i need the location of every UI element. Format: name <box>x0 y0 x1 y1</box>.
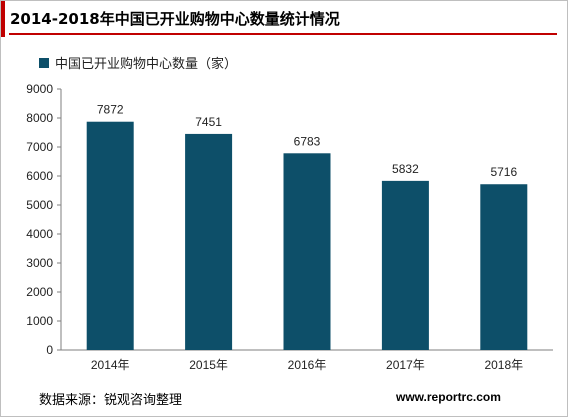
bar <box>185 133 233 350</box>
y-tick-label: 3000 <box>26 256 53 270</box>
y-tick-label: 0 <box>46 343 53 357</box>
data-label: 6783 <box>294 134 321 148</box>
bar <box>283 153 331 350</box>
y-tick-label: 2000 <box>26 285 53 299</box>
legend-label: 中国已开业购物中心数量（家） <box>55 57 238 72</box>
y-tick-label: 4000 <box>26 227 53 241</box>
x-tick-label: 2018年 <box>484 358 523 372</box>
x-tick-label: 2017年 <box>386 358 425 372</box>
y-tick-label: 9000 <box>26 82 53 96</box>
y-tick-label: 7000 <box>26 140 53 154</box>
y-tick-label: 8000 <box>26 111 53 125</box>
chart-title: 2014-2018年中国已开业购物中心数量统计情况 <box>10 10 340 28</box>
x-tick-label: 2015年 <box>189 358 228 372</box>
bar <box>381 180 429 350</box>
legend-swatch <box>39 57 49 68</box>
x-tick-label: 2014年 <box>91 358 130 372</box>
data-label: 5832 <box>392 162 419 176</box>
website-label: www.reportrc.com <box>396 390 501 404</box>
x-tick-label: 2016年 <box>288 358 327 372</box>
title-accent-bar <box>1 1 5 37</box>
y-tick-label: 6000 <box>26 169 53 183</box>
data-label: 7872 <box>97 103 124 117</box>
bar <box>86 121 134 350</box>
y-tick-label: 1000 <box>26 314 53 328</box>
y-tick-label: 5000 <box>26 198 53 212</box>
legend: 中国已开业购物中心数量（家） <box>39 53 237 72</box>
data-label: 5716 <box>490 165 517 179</box>
data-label: 7451 <box>195 115 222 129</box>
source-note: 数据来源：锐观咨询整理 <box>39 393 183 408</box>
title-underline <box>9 33 557 35</box>
bar <box>480 184 528 350</box>
